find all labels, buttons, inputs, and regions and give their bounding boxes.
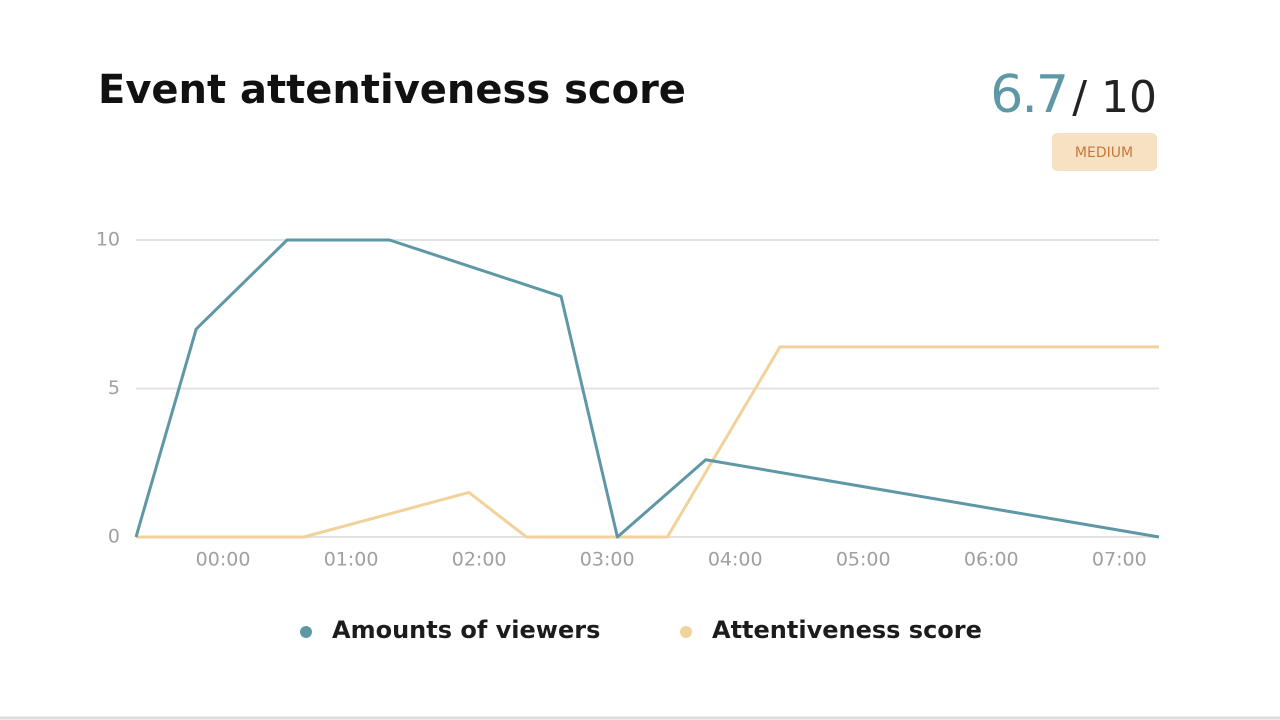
series-line [136, 345, 1159, 539]
y-tick-label: 5 [108, 377, 120, 399]
y-tick-label: 10 [96, 229, 120, 251]
x-tick-label: 03:00 [580, 549, 635, 571]
legend-marker [680, 626, 692, 638]
x-tick-label: 02:00 [452, 549, 507, 571]
legend-label: Attentiveness score [712, 616, 982, 644]
x-tick-label: 07:00 [1092, 549, 1147, 571]
x-tick-label: 06:00 [964, 549, 1019, 571]
series-line [134, 238, 1160, 539]
score-max: / 10 [1072, 72, 1157, 123]
legend-marker [300, 626, 312, 638]
title: Event attentiveness score [98, 67, 686, 113]
x-tick-label: 01:00 [324, 549, 379, 571]
score: 6.7 [990, 65, 1067, 125]
x-tick-label: 05:00 [836, 549, 891, 571]
level-badge [1052, 133, 1157, 171]
level: MEDIUM [1075, 145, 1133, 161]
x-tick-label: 00:00 [196, 549, 251, 571]
x-tick-label: 04:00 [708, 549, 763, 571]
legend-label: Amounts of viewers [332, 616, 600, 644]
y-tick-label: 0 [108, 526, 120, 548]
